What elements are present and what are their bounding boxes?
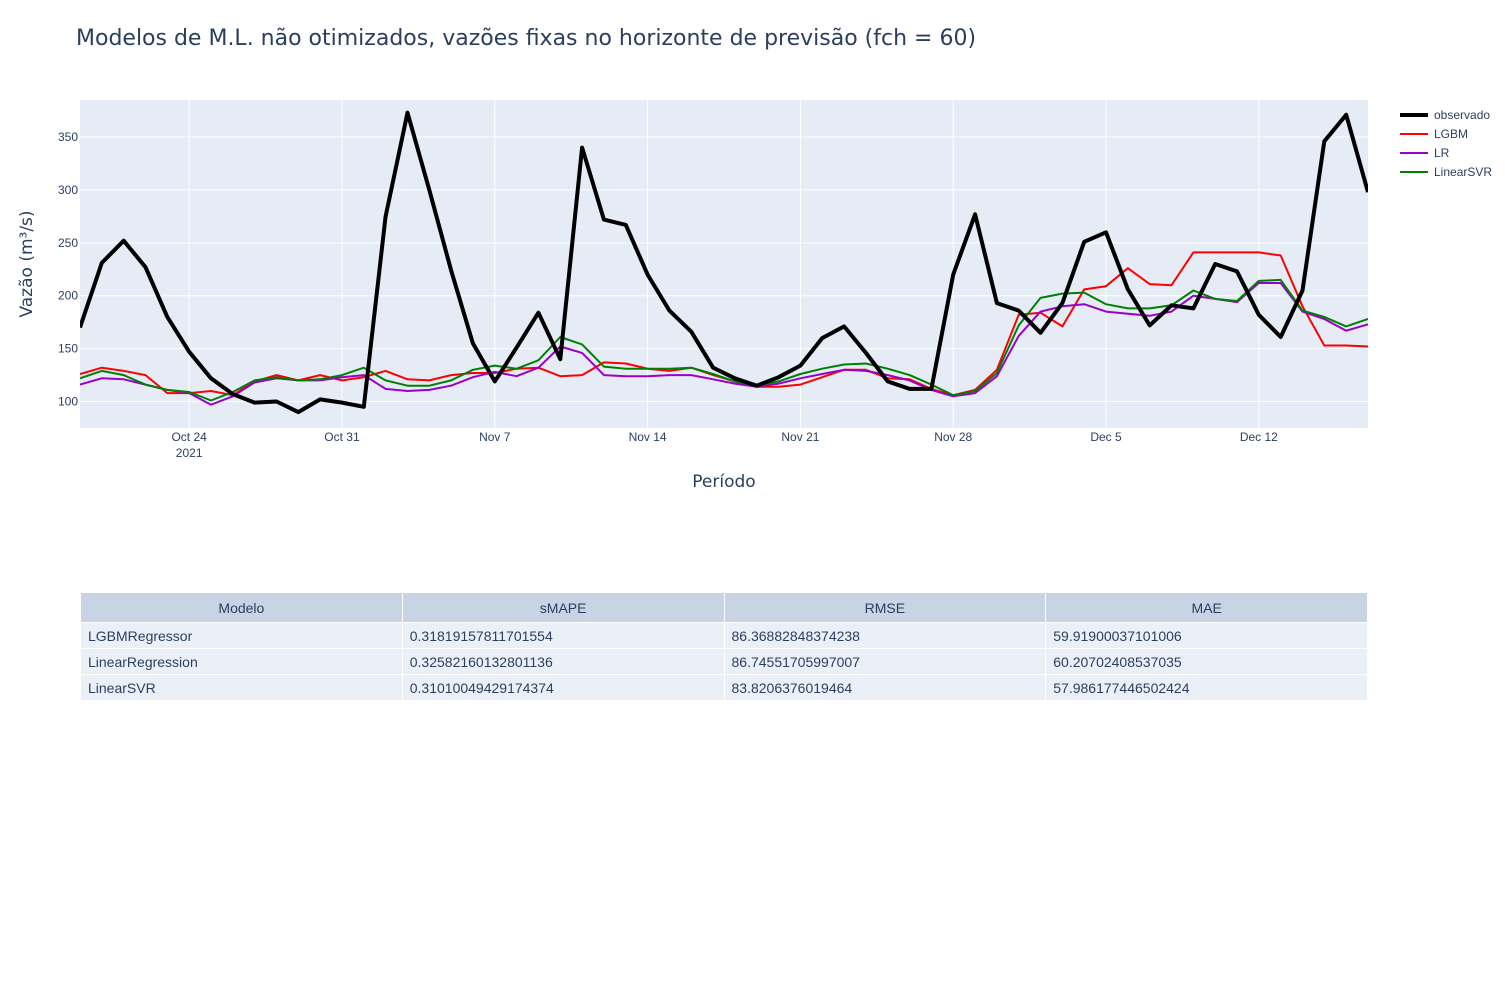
cell-rmse: 86.36882848374238 bbox=[724, 623, 1046, 648]
table-header-row: Modelo sMAPE RMSE MAE bbox=[81, 593, 1367, 622]
cell-modelo: LinearSVR bbox=[81, 675, 402, 700]
y-tick-label: 250 bbox=[58, 236, 78, 250]
cell-smape: 0.32582160132801136 bbox=[402, 649, 724, 674]
x-tick-label: Nov 21 bbox=[781, 430, 819, 444]
table-row: LinearRegression 0.32582160132801136 86.… bbox=[81, 649, 1367, 674]
line-chart: 100 150 200 250 300 350 Oct 24 2021 Oct 31 Nov 7… bbox=[17, 100, 1492, 492]
legend-item-observado[interactable]: observado bbox=[1400, 108, 1490, 122]
grid-lines bbox=[80, 100, 1368, 428]
legend-item-linearsvr[interactable]: LinearSVR bbox=[1400, 165, 1492, 179]
cell-smape: 0.31819157811701554 bbox=[402, 623, 724, 648]
legend[interactable]: observado LGBM LR LinearSVR bbox=[1400, 108, 1492, 179]
header-modelo: Modelo bbox=[81, 593, 402, 622]
legend-label: LR bbox=[1434, 146, 1450, 160]
cell-smape: 0.31010049429174374 bbox=[402, 675, 724, 700]
y-tick-label: 300 bbox=[58, 183, 78, 197]
x-axis-ticks: Oct 24 2021 Oct 31 Nov 7 Nov 14 Nov 21 Nov 28 D… bbox=[171, 430, 1278, 460]
series-line-observado bbox=[80, 110, 1368, 415]
legend-label: LGBM bbox=[1434, 127, 1468, 141]
x-tick-label: Oct 31 bbox=[324, 430, 360, 444]
x-tick-label: Nov 7 bbox=[479, 430, 511, 444]
y-axis-title: Vazão (m³/s) bbox=[17, 210, 37, 317]
cell-modelo: LGBMRegressor bbox=[81, 623, 402, 648]
cell-rmse: 86.74551705997007 bbox=[724, 649, 1046, 674]
header-smape: sMAPE bbox=[402, 593, 724, 622]
x-tick-sublabel: 2021 bbox=[176, 446, 203, 460]
y-tick-label: 100 bbox=[58, 395, 78, 409]
x-tick-label: Dec 12 bbox=[1240, 430, 1278, 444]
legend-label: observado bbox=[1434, 108, 1490, 122]
cell-rmse: 83.8206376019464 bbox=[724, 675, 1046, 700]
results-table: Modelo sMAPE RMSE MAE LGBMRegressor 0.31… bbox=[80, 592, 1368, 701]
x-tick-label: Oct 24 bbox=[171, 430, 207, 444]
cell-mae: 59.91900037101006 bbox=[1046, 623, 1367, 648]
y-tick-label: 350 bbox=[58, 130, 78, 144]
table-row: LinearSVR 0.31010049429174374 83.8206376… bbox=[81, 675, 1367, 700]
y-tick-label: 200 bbox=[58, 289, 78, 303]
chart-title: Modelos de M.L. não otimizados, vazões f… bbox=[76, 26, 977, 51]
cell-modelo: LinearRegression bbox=[81, 649, 402, 674]
table-row: LGBMRegressor 0.31819157811701554 86.368… bbox=[81, 623, 1367, 648]
x-tick-label: Nov 28 bbox=[934, 430, 972, 444]
cell-mae: 60.20702408537035 bbox=[1046, 649, 1367, 674]
y-axis-ticks: 100 150 200 250 300 350 bbox=[58, 130, 78, 409]
legend-label: LinearSVR bbox=[1434, 165, 1492, 179]
series-lines bbox=[80, 110, 1368, 415]
header-rmse: RMSE bbox=[724, 593, 1046, 622]
legend-item-lr[interactable]: LR bbox=[1400, 146, 1450, 160]
y-tick-label: 150 bbox=[58, 342, 78, 356]
cell-mae: 57.986177446502424 bbox=[1046, 675, 1367, 700]
series-line-linearsvr bbox=[80, 278, 1368, 402]
x-axis-title: Período bbox=[692, 472, 755, 492]
x-tick-label: Dec 5 bbox=[1090, 430, 1122, 444]
legend-item-lgbm[interactable]: LGBM bbox=[1400, 127, 1468, 141]
x-tick-label: Nov 14 bbox=[629, 430, 667, 444]
header-mae: MAE bbox=[1046, 593, 1367, 622]
